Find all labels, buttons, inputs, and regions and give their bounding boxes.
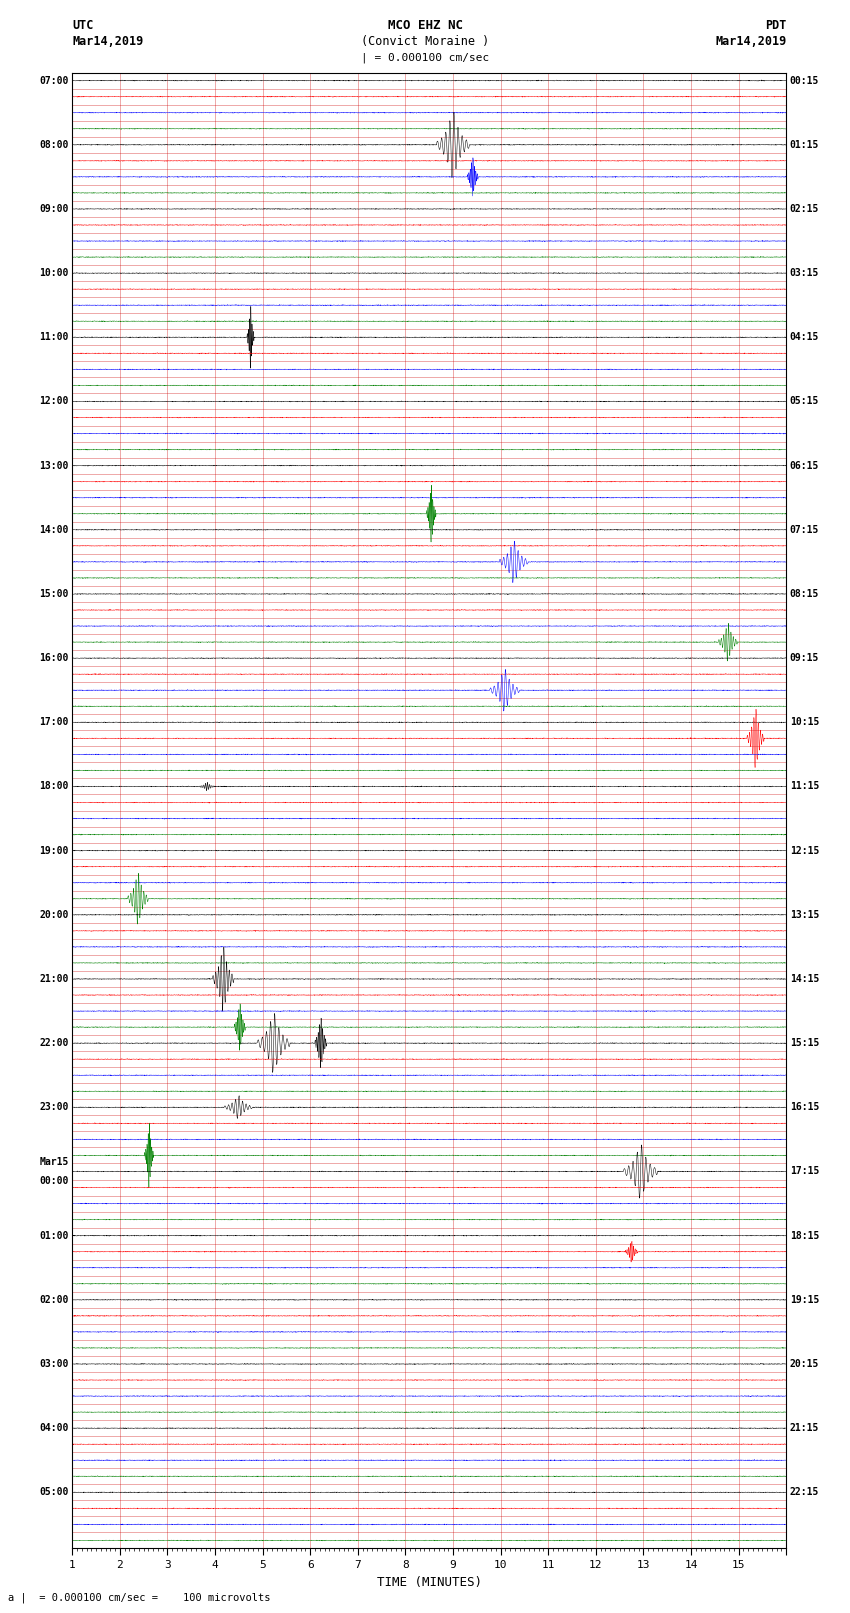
Text: 18:00: 18:00	[39, 781, 69, 792]
Text: 20:00: 20:00	[39, 910, 69, 919]
Text: 06:15: 06:15	[790, 461, 819, 471]
Text: 00:00: 00:00	[39, 1176, 69, 1186]
X-axis label: TIME (MINUTES): TIME (MINUTES)	[377, 1576, 482, 1589]
Text: 16:15: 16:15	[790, 1102, 819, 1113]
Text: 03:00: 03:00	[39, 1360, 69, 1369]
Text: 07:00: 07:00	[39, 76, 69, 85]
Text: 14:15: 14:15	[790, 974, 819, 984]
Text: Mar14,2019: Mar14,2019	[72, 35, 144, 48]
Text: 17:15: 17:15	[790, 1166, 819, 1176]
Text: 05:15: 05:15	[790, 397, 819, 406]
Text: 02:15: 02:15	[790, 203, 819, 215]
Text: UTC: UTC	[72, 19, 94, 32]
Text: 00:15: 00:15	[790, 76, 819, 85]
Text: 13:00: 13:00	[39, 461, 69, 471]
Text: 08:00: 08:00	[39, 140, 69, 150]
Text: 05:00: 05:00	[39, 1487, 69, 1497]
Text: 13:15: 13:15	[790, 910, 819, 919]
Text: 11:15: 11:15	[790, 781, 819, 792]
Text: 10:15: 10:15	[790, 718, 819, 727]
Text: 22:15: 22:15	[790, 1487, 819, 1497]
Text: 15:15: 15:15	[790, 1039, 819, 1048]
Text: 01:15: 01:15	[790, 140, 819, 150]
Text: 04:15: 04:15	[790, 332, 819, 342]
Text: 18:15: 18:15	[790, 1231, 819, 1240]
Text: (Convict Moraine ): (Convict Moraine )	[361, 35, 489, 48]
Text: Mar14,2019: Mar14,2019	[715, 35, 786, 48]
Text: 15:00: 15:00	[39, 589, 69, 598]
Text: 02:00: 02:00	[39, 1295, 69, 1305]
Text: 12:00: 12:00	[39, 397, 69, 406]
Text: 21:00: 21:00	[39, 974, 69, 984]
Text: | = 0.000100 cm/sec: | = 0.000100 cm/sec	[361, 52, 489, 63]
Text: 10:00: 10:00	[39, 268, 69, 277]
Text: 03:15: 03:15	[790, 268, 819, 277]
Text: 09:15: 09:15	[790, 653, 819, 663]
Text: 20:15: 20:15	[790, 1360, 819, 1369]
Text: 14:00: 14:00	[39, 524, 69, 536]
Text: 16:00: 16:00	[39, 653, 69, 663]
Text: 12:15: 12:15	[790, 845, 819, 855]
Text: PDT: PDT	[765, 19, 786, 32]
Text: 23:00: 23:00	[39, 1102, 69, 1113]
Text: 22:00: 22:00	[39, 1039, 69, 1048]
Text: a |  = 0.000100 cm/sec =    100 microvolts: a | = 0.000100 cm/sec = 100 microvolts	[8, 1592, 271, 1603]
Text: 09:00: 09:00	[39, 203, 69, 215]
Text: 11:00: 11:00	[39, 332, 69, 342]
Text: Mar15: Mar15	[39, 1157, 69, 1166]
Text: 19:15: 19:15	[790, 1295, 819, 1305]
Text: MCO EHZ NC: MCO EHZ NC	[388, 19, 462, 32]
Text: 08:15: 08:15	[790, 589, 819, 598]
Text: 19:00: 19:00	[39, 845, 69, 855]
Text: 21:15: 21:15	[790, 1423, 819, 1434]
Text: 17:00: 17:00	[39, 718, 69, 727]
Text: 04:00: 04:00	[39, 1423, 69, 1434]
Text: 07:15: 07:15	[790, 524, 819, 536]
Text: 01:00: 01:00	[39, 1231, 69, 1240]
